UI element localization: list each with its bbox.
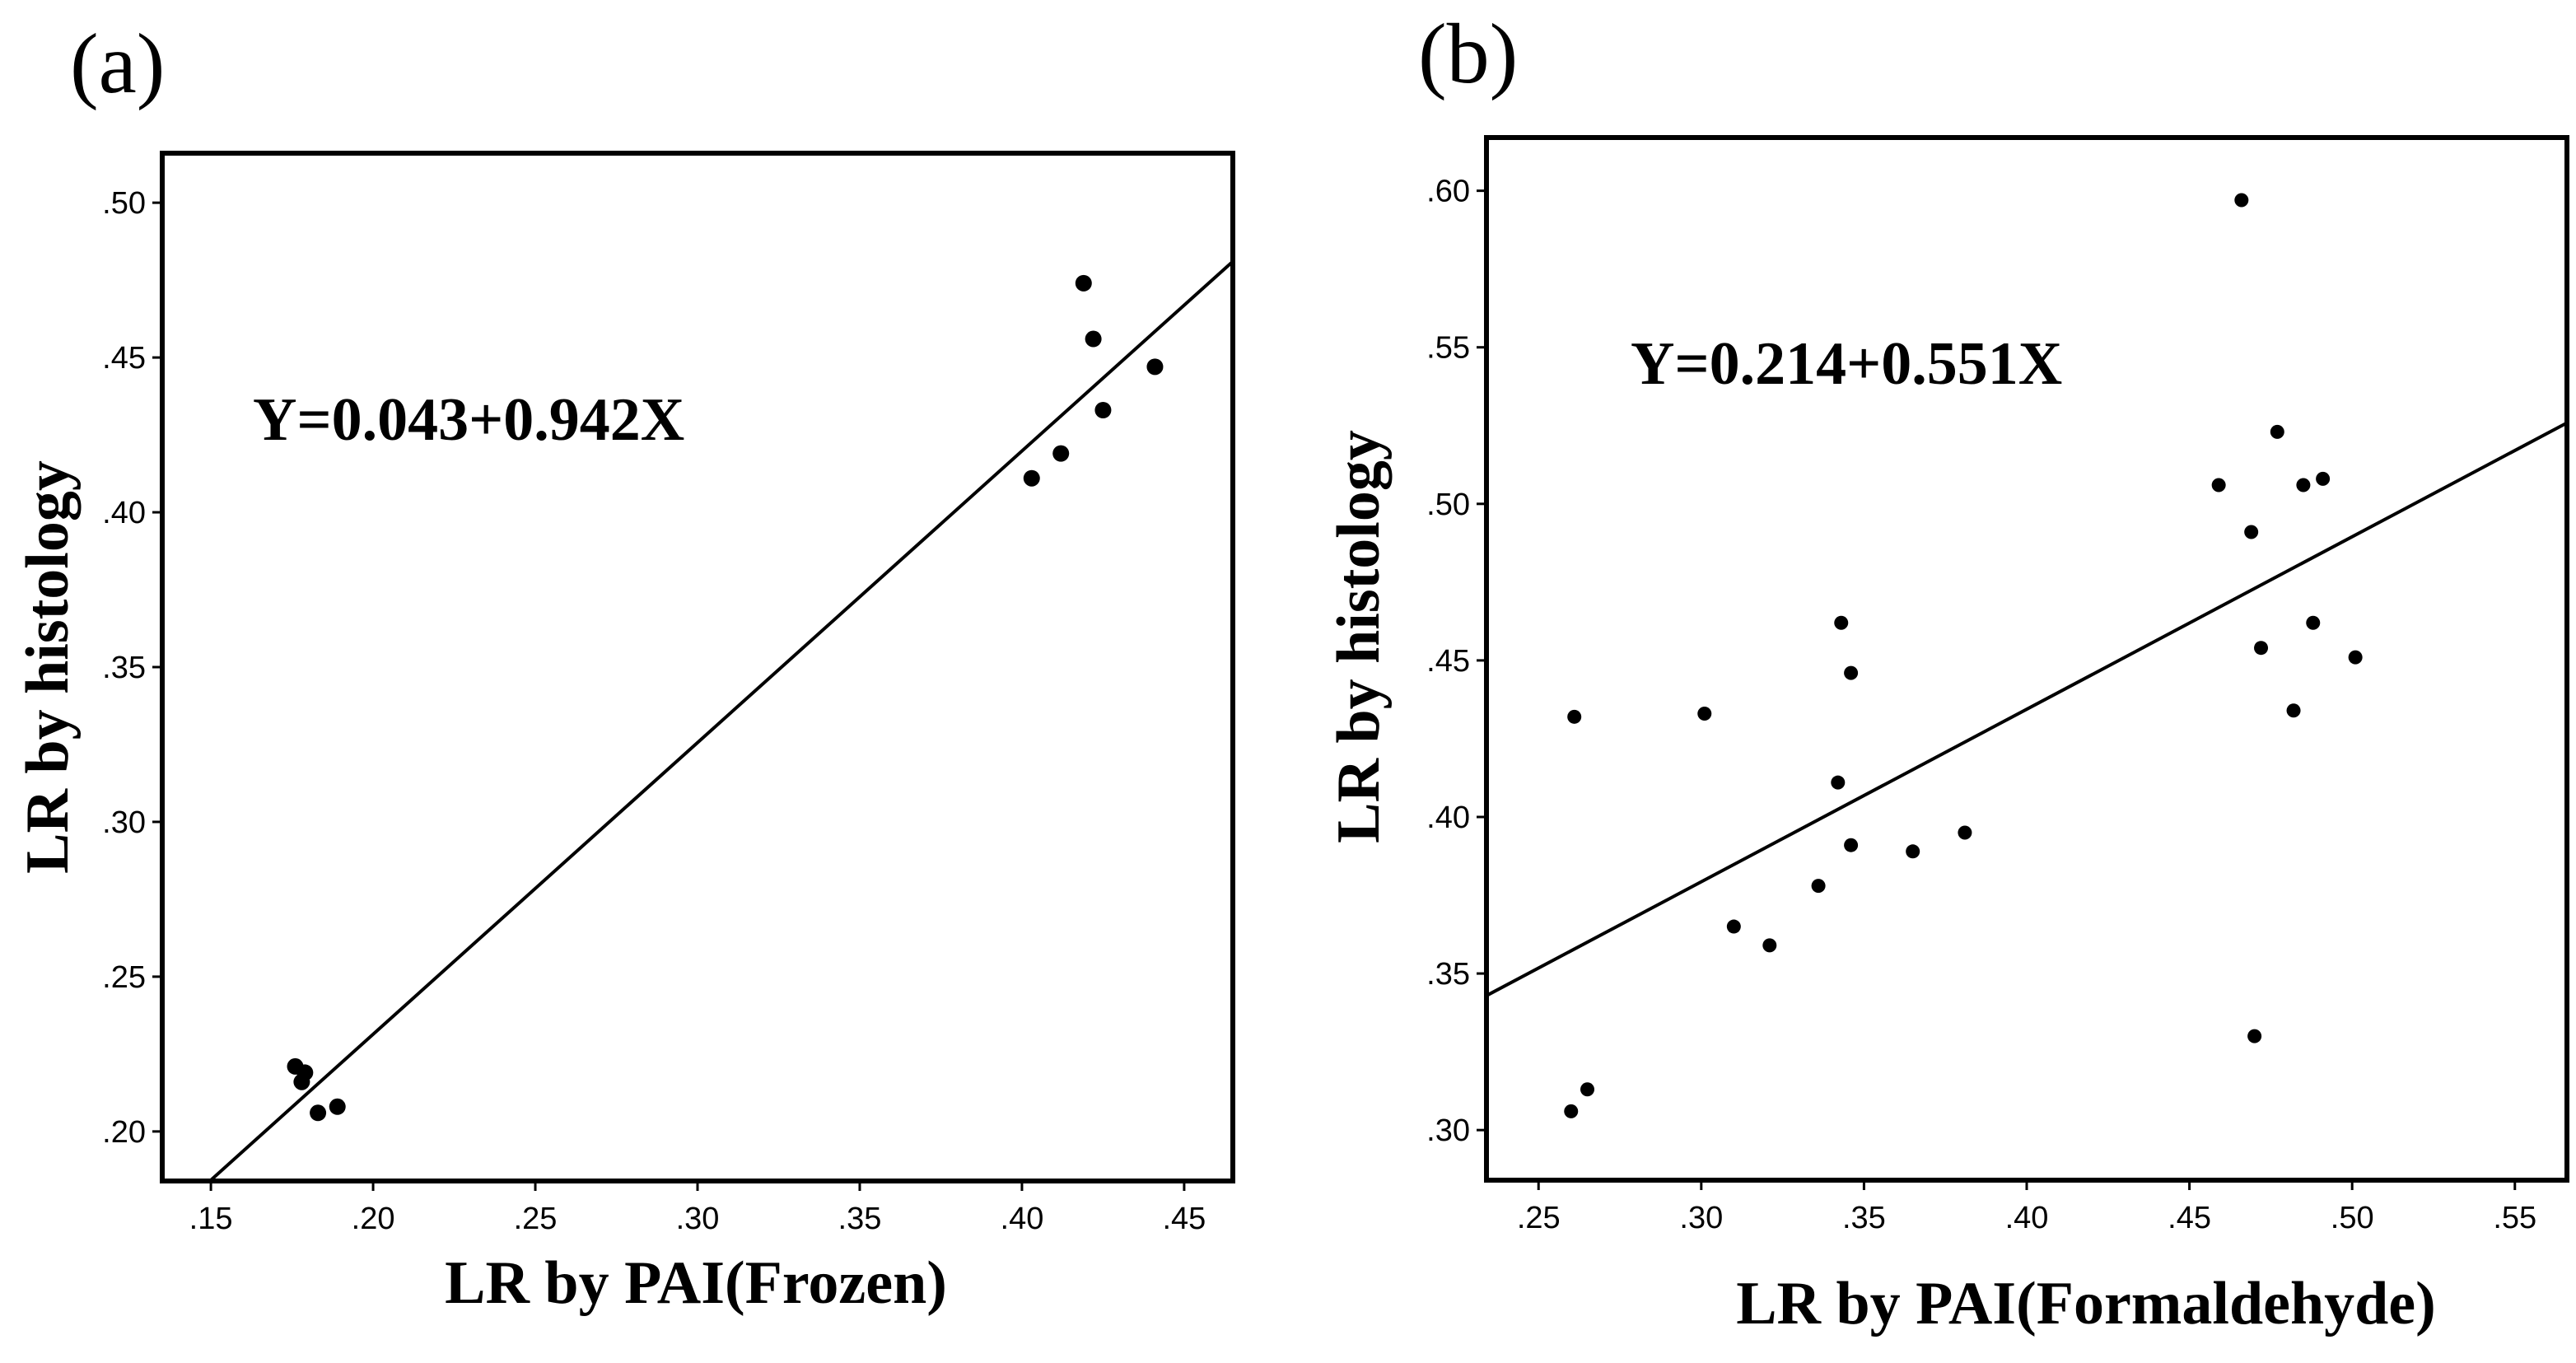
y-tick-label: .50: [1426, 488, 1470, 522]
y-tick-label: .25: [102, 960, 146, 995]
panel-b-x-axis-title: LR by PAI(Formaldehyde): [1736, 1270, 2436, 1337]
panel-a-plot-frame: [160, 151, 1235, 1183]
x-tick-label: .30: [676, 1202, 720, 1236]
panel-b-y-axis: .30 .35 .40 .45 .50 .55 .60: [1426, 175, 1486, 1148]
x-tick-label: .40: [1001, 1202, 1044, 1236]
regression-line: [208, 259, 1234, 1183]
panel-b-plot-frame: [1484, 135, 2569, 1183]
panel-b-equation: Y=0.214+0.551X: [1631, 330, 2062, 398]
x-tick-label: .20: [352, 1202, 395, 1236]
panel-a: (a) .20 .25 .30 .35 .40 .45 .50 .15 .20 .25 .30 .3…: [14, 16, 1235, 1317]
data-point: [2348, 650, 2363, 665]
data-point: [2254, 641, 2269, 656]
panel-a-label: (a): [70, 16, 165, 111]
data-point: [1085, 330, 1102, 348]
data-point: [1094, 402, 1112, 418]
x-tick-label: .15: [189, 1202, 233, 1236]
data-point: [2296, 478, 2311, 492]
regression-line: [1486, 421, 2568, 997]
x-tick-label: .25: [1517, 1201, 1561, 1235]
x-tick-label: .35: [1842, 1201, 1886, 1235]
data-point: [1834, 615, 1849, 630]
x-tick-label: .50: [2331, 1201, 2374, 1235]
data-point: [1580, 1082, 1595, 1097]
data-point: [2211, 478, 2226, 492]
data-point: [1697, 707, 1712, 721]
x-tick-label: .30: [1679, 1201, 1723, 1235]
panel-b: (b) .30 .35 .40 .45 .50 .55 .60 .25 .30 .35 .40 .4…: [1325, 7, 2569, 1337]
panel-a-x-axis-title: LR by PAI(Frozen): [445, 1249, 947, 1317]
data-point: [2244, 525, 2259, 539]
y-tick-label: .40: [102, 496, 146, 530]
data-point: [1726, 919, 1741, 934]
x-tick-label: .55: [2493, 1201, 2536, 1235]
panel-a-y-axis-title: LR by histology: [14, 460, 82, 874]
data-point: [1146, 358, 1164, 376]
y-tick-label: .45: [102, 341, 146, 376]
data-point: [1762, 938, 1777, 953]
x-tick-label: .40: [2005, 1201, 2049, 1235]
x-tick-label: .25: [514, 1202, 558, 1236]
y-tick-label: .35: [102, 651, 146, 685]
panel-b-x-axis: .25 .30 .35 .40 .45 .50 .55: [1517, 1180, 2536, 1235]
data-point: [1958, 825, 1972, 840]
data-point: [329, 1098, 346, 1115]
panel-a-fit-line: [208, 259, 1234, 1183]
y-tick-label: .35: [1426, 957, 1470, 992]
panel-b-y-axis-title: LR by histology: [1325, 430, 1393, 843]
data-point: [2286, 703, 2301, 718]
data-point: [2270, 424, 2284, 439]
data-point: [1906, 844, 1920, 859]
y-tick-label: .30: [1426, 1113, 1470, 1148]
data-point: [1844, 838, 1859, 852]
panel-b-points: [1564, 193, 2363, 1118]
data-point: [2316, 471, 2331, 486]
data-point: [310, 1104, 327, 1122]
data-point: [1831, 775, 1846, 790]
data-point: [1075, 274, 1092, 292]
panel-a-x-axis: .15 .20 .25 .30 .35 .40 .45: [189, 1181, 1206, 1236]
y-tick-label: .30: [102, 805, 146, 840]
panel-a-points: [287, 274, 1164, 1122]
data-point: [1844, 665, 1859, 680]
y-tick-label: .50: [102, 186, 146, 221]
data-point: [1564, 1104, 1579, 1118]
panel-a-y-axis: .20 .25 .30 .35 .40 .45 .50: [102, 186, 162, 1150]
y-tick-label: .55: [1426, 331, 1470, 366]
x-tick-label: .45: [1162, 1202, 1206, 1236]
data-point: [2247, 1029, 2262, 1043]
data-point: [2234, 193, 2249, 208]
data-point: [1052, 445, 1070, 462]
data-point: [2306, 615, 2321, 630]
x-tick-label: .35: [838, 1202, 882, 1236]
y-tick-label: .40: [1426, 801, 1470, 835]
x-tick-label: .45: [2168, 1201, 2211, 1235]
data-point: [1567, 709, 1582, 724]
panel-b-label: (b): [1418, 7, 1518, 101]
panel-a-equation: Y=0.043+0.942X: [253, 386, 684, 454]
y-tick-label: .20: [102, 1115, 146, 1150]
y-tick-label: .60: [1426, 175, 1470, 209]
data-point: [1023, 469, 1040, 487]
y-tick-label: .45: [1426, 644, 1470, 679]
panel-b-fit-line: [1486, 421, 2568, 997]
data-point: [1811, 879, 1826, 894]
data-point: [293, 1073, 310, 1090]
